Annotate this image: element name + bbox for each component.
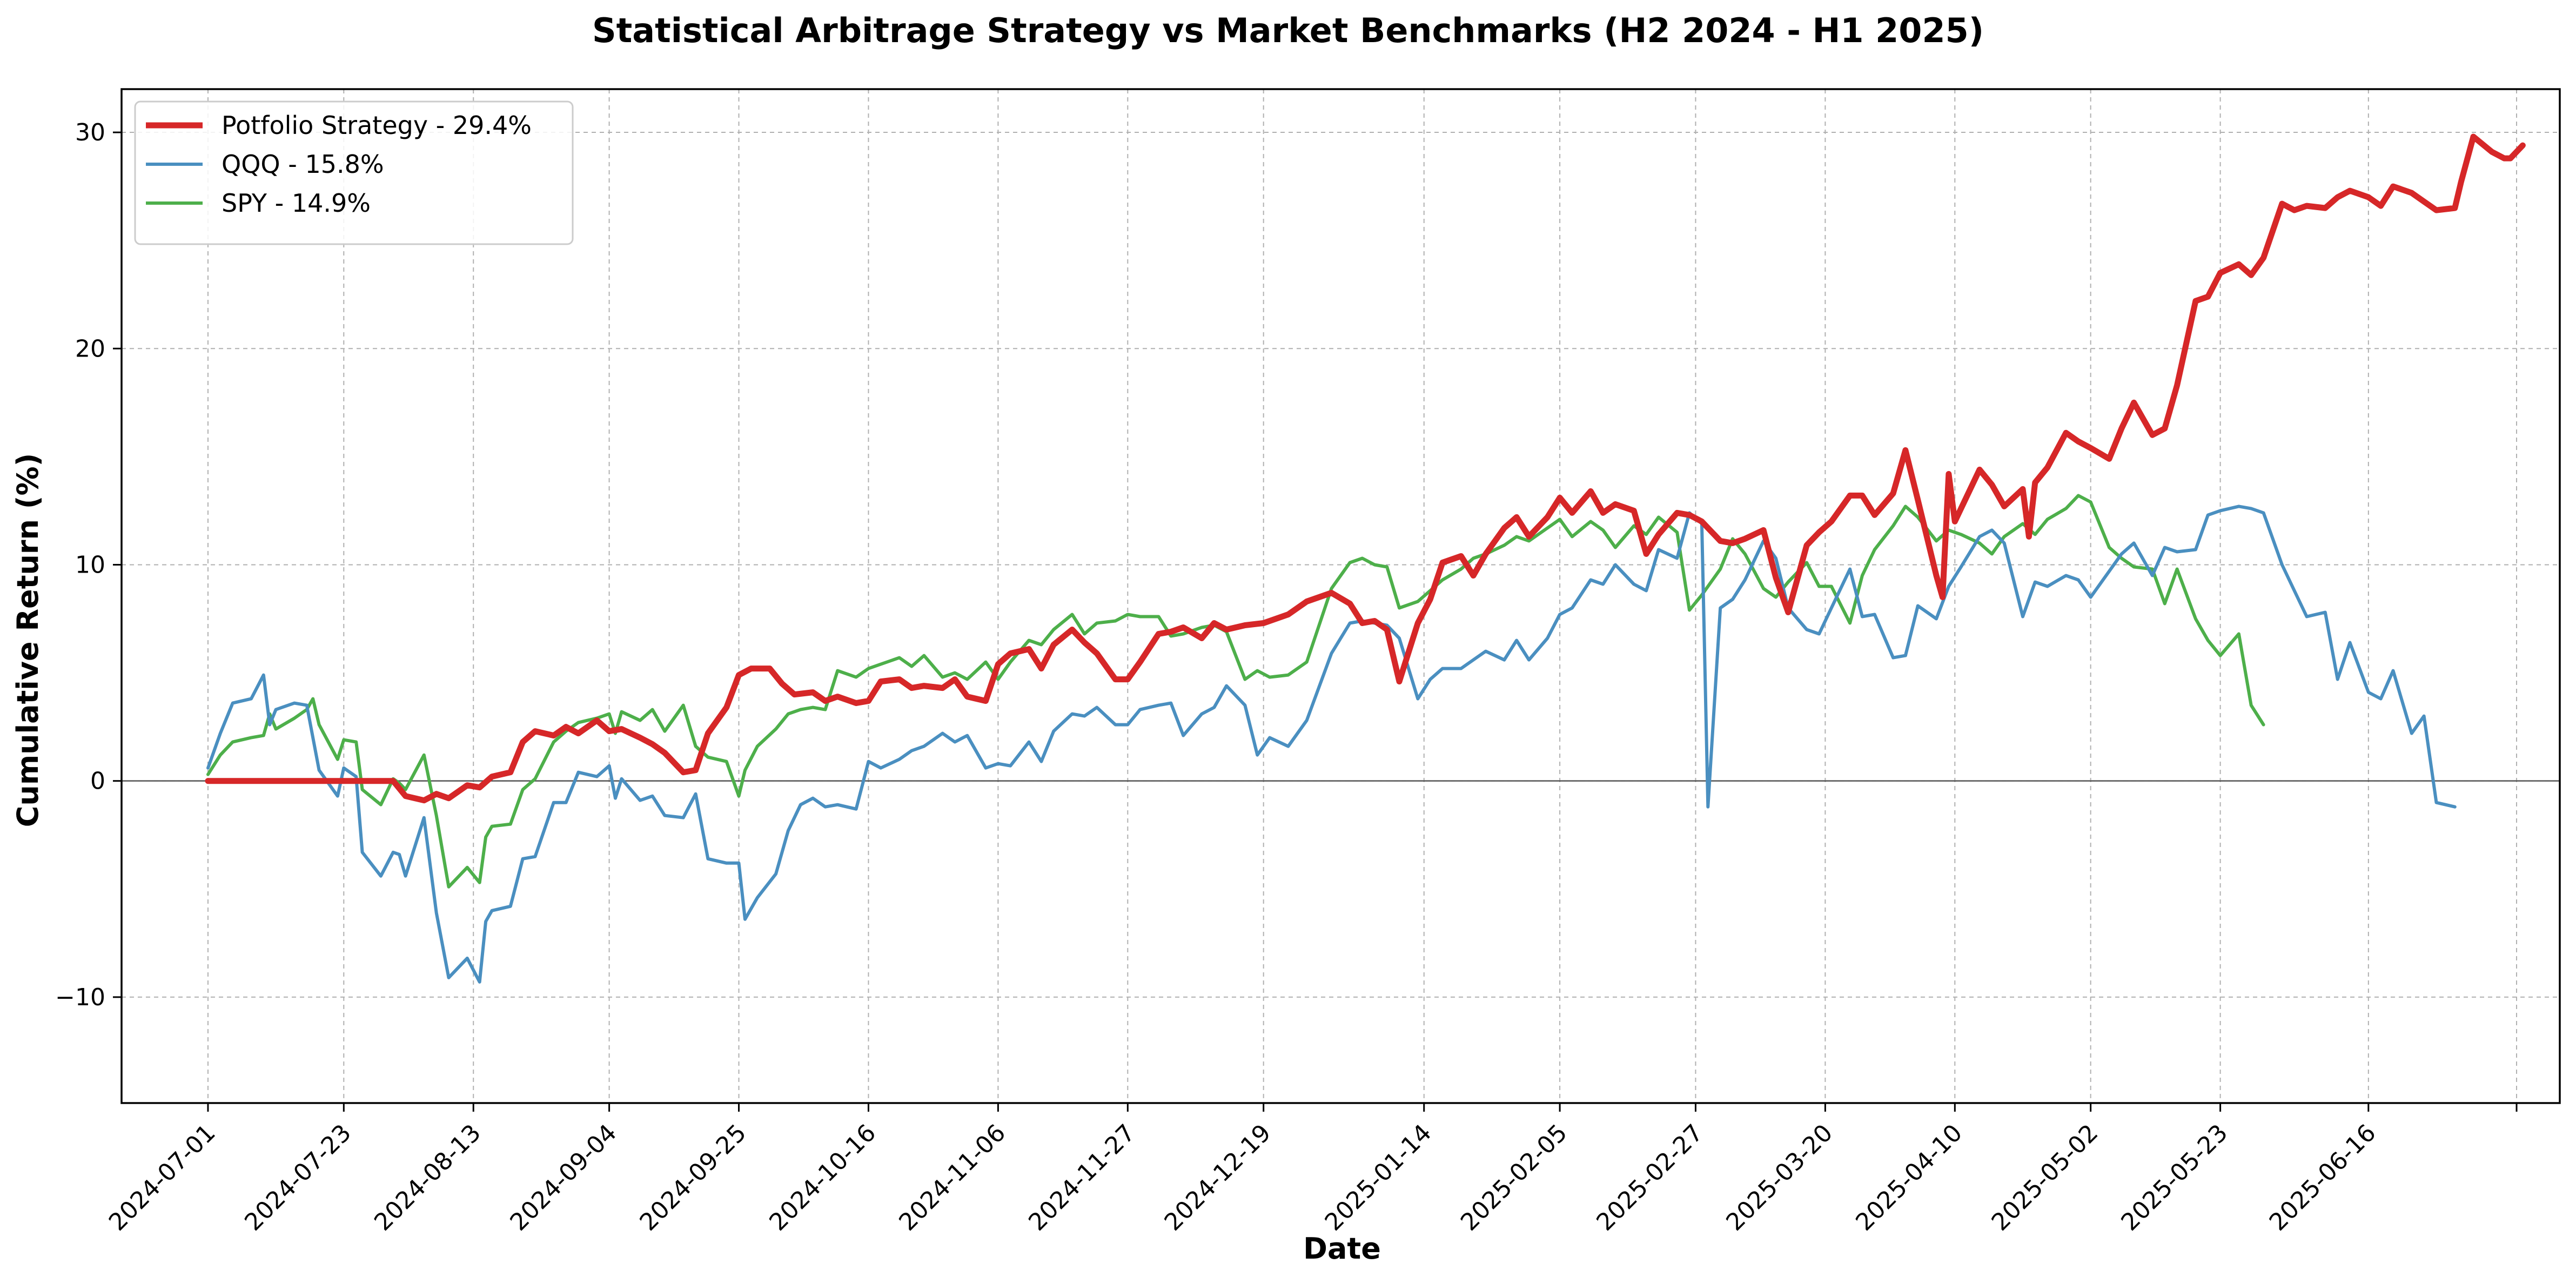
x-axis-label: Date xyxy=(1303,1232,1381,1266)
y-axis-label: Cumulative Return (%) xyxy=(11,453,45,827)
y-tick-label: 30 xyxy=(75,119,105,146)
y-tick-label: −10 xyxy=(55,984,105,1011)
series-line-1 xyxy=(206,505,2457,984)
series-layer xyxy=(205,133,2526,984)
legend: Potfolio Strategy - 29.4% QQQ - 15.8% SPY … xyxy=(134,100,574,245)
legend-label: SPY - 14.9% xyxy=(222,189,371,218)
plot-frame xyxy=(120,88,2561,1104)
legend-label: Potfolio Strategy - 29.4% xyxy=(222,111,532,140)
y-tick-label: 0 xyxy=(90,768,105,795)
legend-box xyxy=(134,100,574,245)
y-axis-ticks: −10 0 10 20 30 xyxy=(55,119,122,1011)
series-line-2 xyxy=(206,494,2265,889)
y-tick-label: 10 xyxy=(75,551,105,579)
chart-title: Statistical Arbitrage Strategy vs Market… xyxy=(592,11,1984,50)
legend-label: QQQ - 15.8% xyxy=(222,150,384,179)
series-line-0 xyxy=(205,133,2526,804)
y-tick-label: 20 xyxy=(75,335,105,362)
